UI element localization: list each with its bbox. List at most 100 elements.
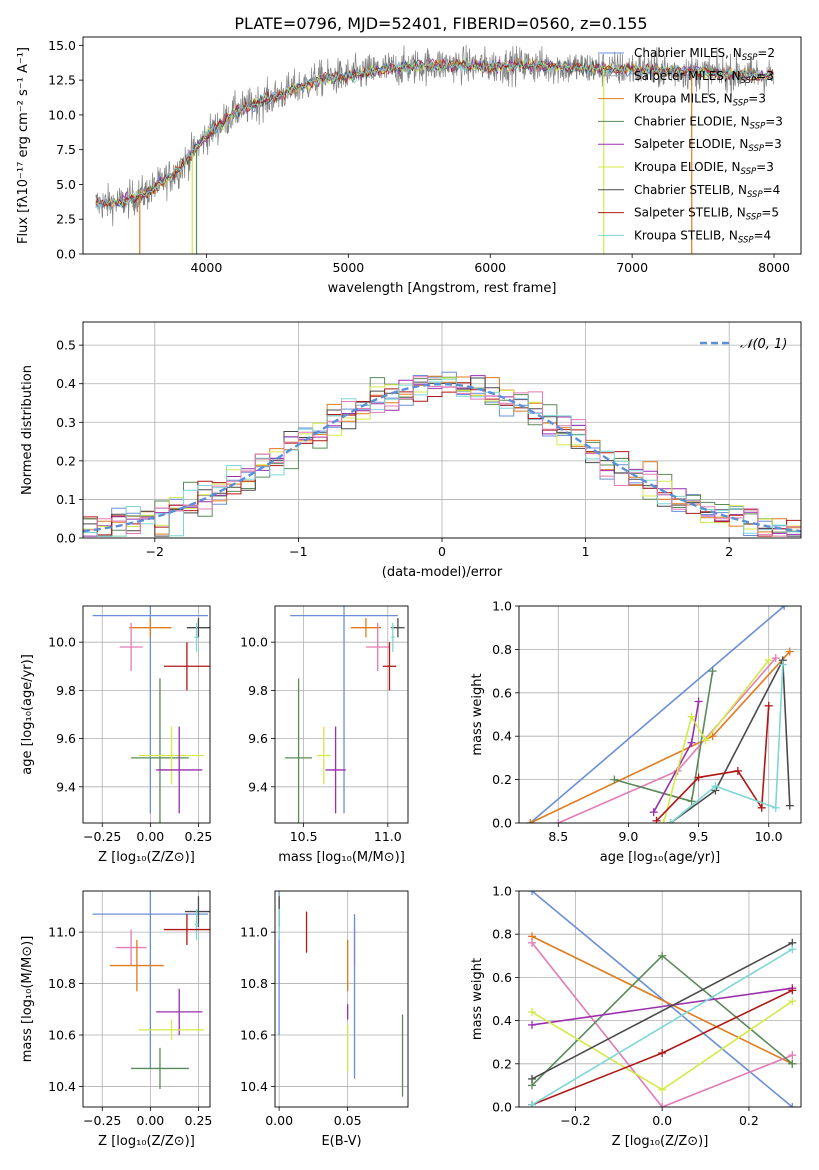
spectrum-plot <box>95 44 775 254</box>
errorbars <box>278 891 404 1097</box>
weight_vs_age-panel: 8.5 9.0 9.5 10.0 0.0 0.2 0.4 0.6 0.8 1.0 age [log₁… <box>470 599 802 865</box>
y-tick-label: 7.5 <box>56 142 76 157</box>
y-tick-label: 10.6 <box>240 1028 268 1043</box>
x-axis-label: (data-model)/error <box>382 565 503 580</box>
weight-series-line <box>529 651 791 823</box>
weight-series-line <box>655 705 770 822</box>
x-tick-label: 9.0 <box>618 829 638 844</box>
x-tick-label: 0.2 <box>739 1113 759 1128</box>
axes-frame <box>518 605 802 824</box>
y-tick-label: 11.0 <box>240 925 268 940</box>
histogram-step <box>83 382 801 537</box>
y-tick-label: 2.5 <box>56 212 76 227</box>
age_vs_Z-panel: −0.25 0.00 0.25 9.4 9.6 9.8 10.0 Z [log₁₀(Z/Z⊙)… <box>20 605 213 865</box>
y-tick-label: 10.4 <box>48 1079 76 1094</box>
spectrum-panel: 4000 5000 6000 7000 8000 0.0 2.5 5.0 7.5 10.0 12.5… <box>16 36 802 296</box>
y-tick-label: 0.0 <box>56 531 76 546</box>
normal-curve <box>83 382 801 533</box>
y-tick-label: 10.8 <box>240 976 268 991</box>
x-axis-label: Z [log₁₀(Z/Z⊙)] <box>612 1134 709 1149</box>
y-tick-label: 0.4 <box>56 376 76 391</box>
legend-entry: Chabrier STELIB, NSSP=4 <box>634 183 780 200</box>
y-tick-label: 0.2 <box>492 1056 512 1071</box>
x-axis-label: age [log₁₀(age/yr)] <box>600 850 721 865</box>
y-tick-label: 0.0 <box>492 816 512 831</box>
x-tick-label: 0.05 <box>334 1113 362 1128</box>
x-tick-label: 6000 <box>474 260 506 275</box>
weight-series-line <box>531 942 793 1080</box>
y-tick-label: 10.6 <box>48 1028 76 1043</box>
x-axis-label: Z [log₁₀(Z/Z⊙)] <box>98 850 195 865</box>
histogram-step <box>83 376 801 537</box>
weight-series-line <box>669 664 784 823</box>
x-tick-label: 0.00 <box>136 829 164 844</box>
x-tick-label: 0.00 <box>265 1113 293 1128</box>
x-tick-label: 1 <box>582 544 590 559</box>
histogram-step <box>83 377 801 537</box>
y-tick-label: 10.0 <box>240 635 268 650</box>
y-tick-label: 9.6 <box>56 731 76 746</box>
mass_vs_Z-panel: −0.25 0.00 0.25 10.4 10.6 10.8 11.0 Z [log₁₀(Z/… <box>20 890 213 1149</box>
y-tick-label: 0.4 <box>492 1013 512 1028</box>
y-tick-label: 10.8 <box>48 976 76 991</box>
errorbars <box>92 891 210 1089</box>
x-tick-label: 10.0 <box>755 829 783 844</box>
y-tick-label: 0.8 <box>492 642 512 657</box>
weight-series-line <box>531 987 793 1026</box>
y-tick-label: 9.4 <box>248 779 268 794</box>
x-tick-label: 7000 <box>616 260 648 275</box>
y-tick-label: 0.2 <box>492 772 512 787</box>
weight-series-line <box>531 935 793 1065</box>
spectrum-legend: Chabrier MILES, NSSP=2 Salpeter MILES, NS… <box>598 46 783 245</box>
y-tick-label: 9.8 <box>248 683 268 698</box>
y-tick-label: 1.0 <box>492 599 512 614</box>
weight-series-line <box>662 659 770 823</box>
axes-frame <box>82 890 211 1108</box>
mass_vs_ebv-panel: 0.00 0.05 10.4 10.6 10.8 11.0 E(B-V) <box>240 890 409 1149</box>
y-tick-label: 10.0 <box>48 635 76 650</box>
y-tick-label: 12.5 <box>48 73 76 88</box>
y-tick-label: 0.4 <box>492 729 512 744</box>
x-tick-label: 0.25 <box>185 1113 213 1128</box>
x-axis-label: Z [log₁₀(Z/Z⊙)] <box>98 1134 195 1149</box>
axes-frame <box>274 605 409 824</box>
axes-frame <box>82 605 211 824</box>
axes-frame <box>82 321 802 539</box>
x-tick-label: 0.25 <box>185 829 213 844</box>
weight-lines <box>528 891 797 1107</box>
y-tick-label: 0.5 <box>56 338 76 353</box>
x-tick-label: 8.5 <box>548 829 568 844</box>
y-axis-label: age [log₁₀(age/yr)] <box>20 654 35 775</box>
y-tick-label: 10.4 <box>240 1079 268 1094</box>
y-axis-label: mass weight <box>470 958 485 1040</box>
axes-frame <box>82 36 802 255</box>
model-spectrum-line <box>95 58 774 211</box>
y-tick-label: 9.4 <box>56 779 76 794</box>
y-tick-label: 0.1 <box>56 492 76 507</box>
y-axis-label: Normed distribution <box>20 365 35 495</box>
legend-entry: 𝒩(0, 1) <box>740 337 787 352</box>
weight-series-line <box>531 891 793 1107</box>
weight_vs_Z-panel: −0.2 0.0 0.2 0.0 0.2 0.4 0.6 0.8 1.0 Z [log₁₀(Z/Z… <box>470 884 802 1149</box>
histograms <box>83 371 801 537</box>
y-tick-label: 0.8 <box>492 927 512 942</box>
errorbars <box>285 606 405 823</box>
y-tick-label: 15.0 <box>48 38 76 53</box>
weight-series-line <box>557 657 777 823</box>
weight-series-line <box>670 657 791 823</box>
x-tick-label: −2 <box>146 544 164 559</box>
x-tick-label: 11.0 <box>374 829 402 844</box>
x-tick-label: −0.2 <box>560 1113 590 1128</box>
histogram-step <box>83 376 801 537</box>
weight-series-line <box>529 606 785 823</box>
x-tick-label: 8000 <box>758 260 790 275</box>
y-tick-label: 9.6 <box>248 731 268 746</box>
y-tick-label: 0.2 <box>56 453 76 468</box>
legend-entry: Salpeter MILES, NSSP=3 <box>634 69 774 86</box>
x-tick-label: 0 <box>438 544 446 559</box>
age_vs_mass-panel: 10.5 11.0 9.4 9.6 9.8 10.0 mass [log₁₀(M/M⊙)] <box>240 605 409 865</box>
legend-entry: Salpeter ELODIE, NSSP=3 <box>634 137 782 154</box>
legend-entry: Kroupa ELODIE, NSSP=3 <box>634 160 774 177</box>
errorbars <box>92 606 210 823</box>
